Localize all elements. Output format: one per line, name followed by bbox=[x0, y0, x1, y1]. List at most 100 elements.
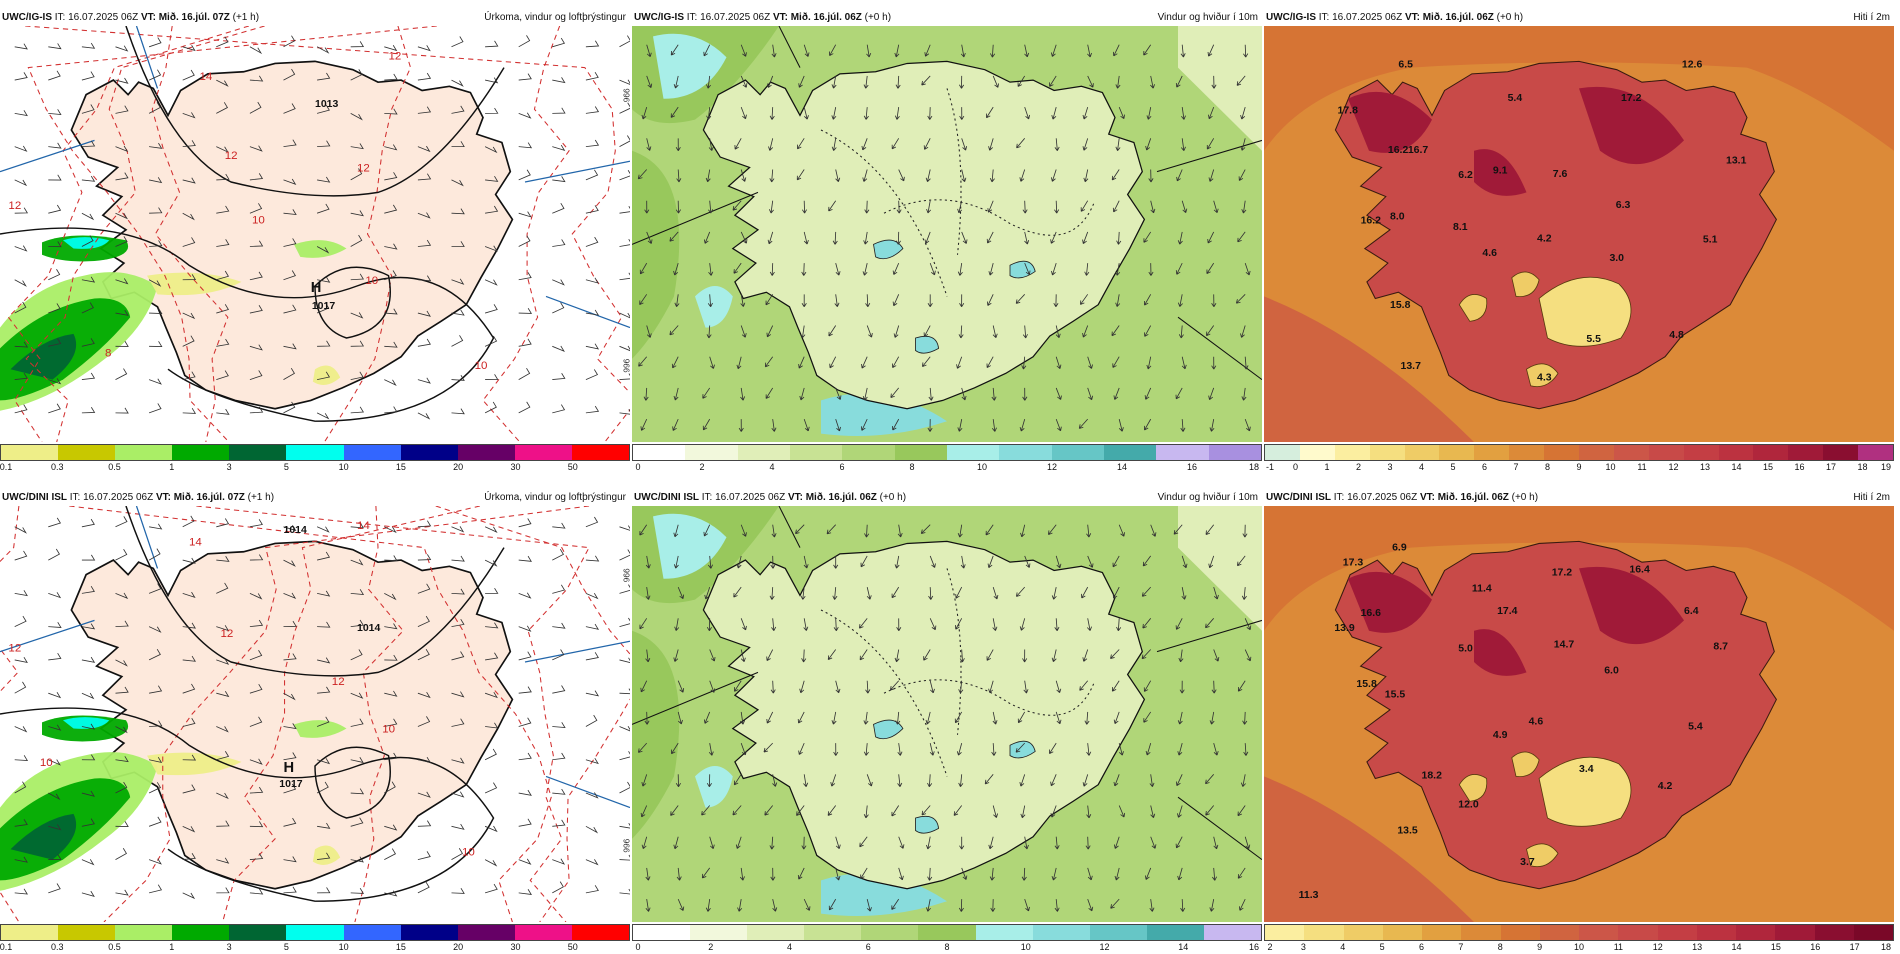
wind-speed-area bbox=[653, 33, 727, 99]
isotherm-label: 10 bbox=[462, 846, 475, 858]
wind-barb bbox=[585, 555, 600, 562]
wind-barb bbox=[350, 312, 364, 319]
wind-barb bbox=[518, 367, 531, 380]
wind-barb bbox=[451, 588, 465, 595]
temperature-value: 4.6 bbox=[1529, 716, 1544, 727]
wind-barb bbox=[182, 622, 196, 629]
wind-arrow bbox=[959, 294, 965, 308]
colorbar bbox=[1264, 924, 1894, 941]
wind-arrow bbox=[639, 618, 648, 630]
valid-time: VT: Mið. 16.júl. 06Z bbox=[1419, 492, 1509, 503]
wind-arrow bbox=[926, 899, 931, 912]
wind-barb bbox=[552, 819, 566, 827]
colorbar-swatch bbox=[58, 445, 116, 460]
wind-arrow bbox=[923, 649, 931, 661]
wind-barb bbox=[585, 205, 599, 214]
wind-barb bbox=[148, 378, 162, 385]
wind-arrow bbox=[862, 263, 868, 276]
wind-arrow bbox=[670, 106, 679, 118]
colorbar-tick-label: 16 bbox=[1810, 942, 1821, 952]
panel-header: UWC/DINI ISL IT: 16.07.2025 06Z VT: Mið.… bbox=[632, 490, 1262, 506]
wind-barb bbox=[249, 554, 264, 561]
wind-barb bbox=[48, 70, 61, 81]
colorbar-swatch bbox=[1788, 445, 1824, 460]
wind-arrow bbox=[1112, 200, 1120, 213]
wind-barb bbox=[14, 550, 28, 561]
wind-barb bbox=[518, 308, 533, 314]
wind-arrow bbox=[1144, 325, 1152, 337]
colorbar-tick-label: 10 bbox=[338, 942, 349, 952]
wind-barb bbox=[148, 858, 162, 865]
map-svg bbox=[632, 506, 1262, 922]
init-time: IT: 16.07.2025 06Z bbox=[684, 12, 773, 23]
wind-arrow bbox=[1082, 138, 1089, 151]
wind-barb bbox=[148, 69, 162, 81]
wind-arrow bbox=[961, 231, 968, 244]
wind-barb bbox=[451, 241, 465, 247]
wind-arrow bbox=[1082, 231, 1089, 244]
wind-barb bbox=[14, 372, 28, 381]
wind-barb bbox=[216, 205, 230, 214]
wind-barb bbox=[484, 401, 497, 414]
wind-arrow bbox=[769, 263, 775, 276]
wind-barb bbox=[317, 657, 331, 664]
wind-arrow bbox=[1206, 138, 1215, 150]
wind-barb bbox=[451, 79, 464, 87]
wind-barb bbox=[619, 617, 630, 628]
wind-barb bbox=[484, 691, 498, 699]
wind-barb bbox=[283, 178, 297, 185]
wind-barb bbox=[451, 757, 465, 764]
wind-barb bbox=[249, 173, 264, 181]
wind-barb bbox=[518, 789, 532, 796]
wind-arrow bbox=[891, 586, 900, 599]
colorbar-tick-label: 16 bbox=[1248, 942, 1260, 952]
colorbar-swatch bbox=[999, 445, 1052, 460]
wind-barb bbox=[14, 341, 29, 348]
warm-area bbox=[1348, 91, 1432, 153]
wind-barb bbox=[451, 651, 465, 661]
wind-arrow bbox=[1082, 325, 1089, 338]
colorbar-swatch bbox=[514, 445, 572, 460]
wind-barb bbox=[317, 140, 331, 148]
wind-barb bbox=[619, 345, 630, 352]
wind-arrow bbox=[803, 231, 809, 245]
colorbar-swatch bbox=[1032, 925, 1090, 940]
wind-arrow bbox=[954, 711, 963, 724]
wind-arrow bbox=[1205, 524, 1215, 535]
wind-arrow bbox=[1241, 587, 1247, 600]
wind-arrow bbox=[1237, 231, 1246, 243]
temperature-value: 16.6 bbox=[1361, 608, 1382, 619]
wind-arrow bbox=[1143, 294, 1152, 306]
wind-barb bbox=[350, 718, 364, 727]
wind-barb bbox=[14, 404, 28, 414]
temperature-value: 16.2 bbox=[1388, 145, 1409, 156]
wind-barb bbox=[619, 373, 630, 381]
wind-arrow bbox=[1180, 419, 1186, 432]
wind-arrow bbox=[1141, 649, 1152, 660]
wind-arrow bbox=[1240, 325, 1246, 338]
wind-barb bbox=[451, 105, 465, 114]
wind-arrow bbox=[1237, 680, 1246, 692]
wind-arrow bbox=[986, 106, 994, 119]
wind-arrow bbox=[677, 898, 685, 911]
wind-arrow bbox=[798, 356, 805, 369]
wind-barb bbox=[350, 406, 365, 414]
precip-area bbox=[294, 240, 347, 258]
wind-arrow bbox=[1017, 75, 1026, 87]
map-area: 1014 H 1017 14 14 12 12 12 10 10 10 1014 996 966 bbox=[0, 506, 630, 922]
wind-barb bbox=[417, 145, 431, 153]
wind-arrow bbox=[1143, 418, 1152, 431]
wind-barb bbox=[451, 791, 465, 798]
colorbar-swatch bbox=[1, 925, 59, 940]
panel-title: Úrkoma, vindur og loftþrýstingur bbox=[484, 12, 626, 23]
wind-arrow bbox=[894, 649, 900, 663]
wind-barb bbox=[115, 726, 128, 734]
isotherm-line bbox=[103, 506, 590, 922]
wind-barb bbox=[451, 848, 464, 860]
lake bbox=[1009, 740, 1036, 759]
wind-arrow bbox=[796, 805, 805, 816]
wind-arrow bbox=[644, 200, 650, 214]
colorbar-tick-label: 8 bbox=[1544, 462, 1551, 472]
wind-barb bbox=[384, 108, 398, 115]
colorbar-tick-label: 14 bbox=[1731, 462, 1742, 472]
